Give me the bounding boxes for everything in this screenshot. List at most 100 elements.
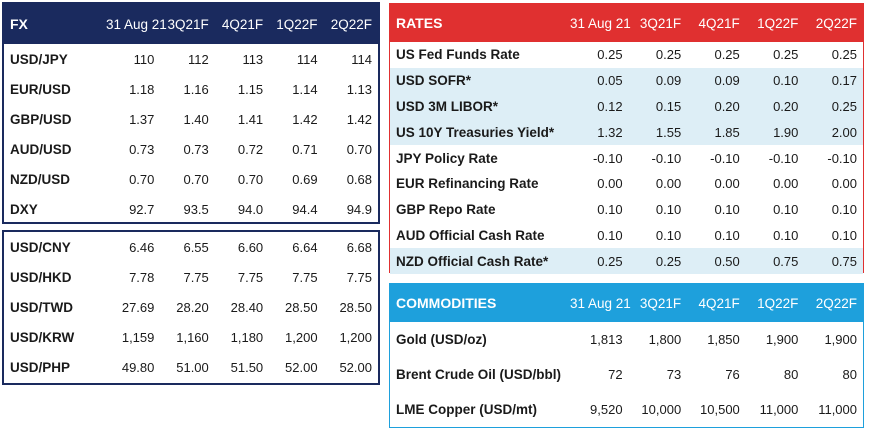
cell-value: 73 [666,367,682,382]
cell-value: 0.75 [831,253,857,269]
rates-body: US Fed Funds Rate 0.25 0.25 0.25 0.25 0.25 USD… [390,42,863,275]
cell-value: 0.73 [183,141,209,157]
cell-value: 80 [842,367,857,382]
table-row: USD 3M LIBOR* 0.12 0.15 0.20 0.20 0.25 [390,93,863,120]
cell-value: 0.73 [129,141,155,157]
row-label: GBP Repo Rate [396,202,496,218]
row-label: EUR Refinancing Rate [396,176,539,192]
fx-col-header: 1Q22F [276,16,318,32]
table-row: NZD/USD 0.70 0.70 0.70 0.69 0.68 [4,164,378,194]
row-label: USD 3M LIBOR* [396,98,499,114]
row-label: USD/JPY [10,51,68,67]
commodities-body: Gold (USD/oz) 1,813 1,800 1,850 1,900 1,900 Br… [390,322,863,427]
cell-value: 110 [133,51,155,67]
cell-value: 92.7 [129,201,155,217]
commodities-header-label: COMMODITIES [396,295,497,311]
cell-value: 0.25 [831,98,857,114]
fx-asia-table: USD/CNY 6.46 6.55 6.60 6.64 6.68 USD/HKD 7.78 7.… [4,232,378,383]
cell-value: 1,160 [176,330,209,346]
cell-value: 1.37 [129,111,155,127]
cell-value: 1.14 [292,81,318,97]
cell-value: 1.42 [292,111,318,127]
cell-value: 0.00 [773,176,799,192]
cell-value: 0.50 [714,253,740,269]
cell-value: 1.85 [714,124,740,140]
cell-value: 1,200 [339,330,372,346]
cell-value: 0.25 [655,253,682,269]
cell-value: 0.25 [655,47,682,63]
rates-header-row: RATES 31 Aug 21 3Q21F 4Q21F 1Q22F 2Q22F [390,4,863,42]
cell-value: 0.09 [714,73,740,89]
cell-value: 0.25 [831,47,857,63]
table-row: USD/HKD 7.78 7.75 7.75 7.75 7.75 [4,262,378,292]
cell-value: 0.05 [597,73,623,89]
table-row: EUR Refinancing Rate 0.00 0.00 0.00 0.00 0.00 [390,171,863,197]
cell-value: 0.10 [773,202,799,218]
row-label: USD/KRW [10,330,75,346]
commodities-col-header: 31 Aug 21 [570,295,631,311]
cell-value: 112 [188,51,209,67]
cell-value: 1.15 [237,81,264,97]
cell-value: 1,200 [285,330,318,346]
rates-col-header: 1Q22F [757,15,799,31]
rates-col-header: 4Q21F [698,15,740,31]
cell-value: 27.69 [121,299,155,315]
cell-value: 1.42 [346,111,372,127]
fx-panel: FX 31 Aug 21 3Q21F 4Q21F 1Q22F 2Q22F USD… [2,2,380,224]
cell-value: 0.10 [831,202,857,218]
row-label: NZD Official Cash Rate* [396,253,549,269]
cell-value: 0.10 [714,202,740,218]
cell-value: 0.72 [237,141,264,157]
table-row: US Fed Funds Rate 0.25 0.25 0.25 0.25 0.25 [390,42,863,68]
table-row: USD/PHP 49.80 51.00 51.50 52.00 52.00 [4,353,378,383]
fx-col-header: 31 Aug 21 [106,16,167,32]
table-row: USD/CNY 6.46 6.55 6.60 6.64 6.68 [4,232,378,262]
table-row: DXY 92.7 93.5 94.0 94.4 94.9 [4,194,378,224]
cell-value: 7.78 [129,269,155,285]
cell-value: 1.18 [129,81,155,97]
cell-value: 0.00 [831,176,857,192]
cell-value: 94.4 [292,201,318,217]
cell-value: 0.10 [597,227,623,243]
cell-value: 0.25 [597,47,623,63]
row-label: JPY Policy Rate [396,150,498,166]
cell-value: 0.10 [773,227,799,243]
row-label: GBP/USD [10,111,72,127]
rates-panel: RATES 31 Aug 21 3Q21F 4Q21F 1Q22F 2Q22F … [389,3,864,275]
cell-value: 2.00 [831,124,857,140]
cell-value: 7.75 [346,269,372,285]
cell-value: 28.40 [230,299,264,315]
commodities-col-header: 2Q22F [815,295,857,311]
cell-value: 0.09 [655,73,682,89]
cell-value: 0.69 [292,171,318,187]
table-row: LME Copper (USD/mt) 9,520 10,000 10,500 11,0… [390,392,863,427]
commodities-header-row: COMMODITIES 31 Aug 21 3Q21F 4Q21F 1Q22F … [390,284,863,322]
cell-value: 52.00 [285,360,318,376]
row-label: AUD Official Cash Rate [396,227,545,243]
cell-value: 28.50 [339,299,372,315]
cell-value: 51.00 [176,360,209,376]
cell-value: 52.00 [339,360,372,376]
row-label: USD/PHP [10,360,71,376]
cell-value: 0.68 [346,171,372,187]
cell-value: 113 [242,51,264,67]
row-label: USD SOFR* [396,73,472,89]
fx-asia-panel: USD/CNY 6.46 6.55 6.60 6.64 6.68 USD/HKD 7.78 7.… [2,230,380,385]
cell-value: 1.41 [237,111,264,127]
cell-value: 72 [608,367,623,382]
cell-value: 1,180 [230,330,264,346]
row-label: Brent Crude Oil (USD/bbl) [396,367,561,382]
commodities-col-header: 1Q22F [757,295,799,311]
table-row: USD SOFR* 0.05 0.09 0.09 0.10 0.17 [390,67,863,94]
fx-header-row: FX 31 Aug 21 3Q21F 4Q21F 1Q22F 2Q22F [4,4,378,44]
table-row: GBP Repo Rate 0.10 0.10 0.10 0.10 0.10 [390,197,863,223]
row-label: LME Copper (USD/mt) [396,402,537,417]
cell-value: 10,000 [641,402,682,417]
table-row: US 10Y Treasuries Yield* 1.32 1.55 1.85 1.90… [390,119,863,146]
row-label: US Fed Funds Rate [396,47,520,63]
cell-value: 0.00 [597,176,623,192]
cell-value: 6.55 [183,239,209,255]
cell-value: 1,900 [824,332,857,347]
cell-value: -0.10 [827,150,857,166]
cell-value: 0.25 [714,47,740,63]
